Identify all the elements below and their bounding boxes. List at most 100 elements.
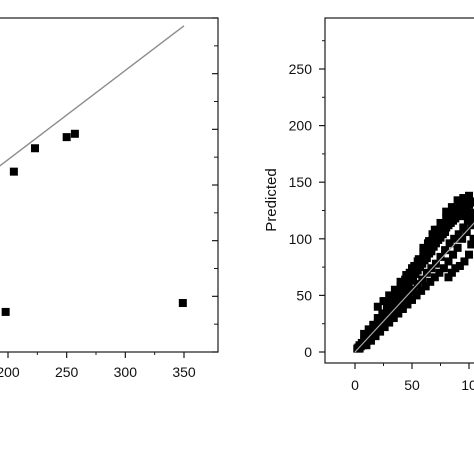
right-y-tick-label: 200	[289, 118, 313, 134]
right-data-point	[460, 257, 469, 266]
right-data-point	[368, 331, 377, 340]
right-data-point	[373, 314, 382, 323]
right-data-point	[467, 240, 474, 249]
left-x-tick-label: 250	[55, 364, 79, 380]
right-data-point	[396, 282, 405, 291]
right-data-point	[386, 310, 395, 319]
right-data-point	[425, 237, 434, 246]
right-data-point	[408, 295, 416, 304]
left-x-tick-label: 300	[114, 364, 138, 380]
right-data-point	[465, 191, 473, 200]
right-data-point	[441, 246, 450, 255]
right-plot-frame	[324, 17, 474, 364]
right-x-tick-label: 0	[351, 377, 359, 393]
right-y-tick-label: 150	[289, 174, 313, 190]
right-data-point	[373, 302, 382, 311]
right-data-point	[378, 309, 387, 318]
right-y-tick-label: 100	[289, 231, 313, 247]
right-data-point	[430, 225, 439, 234]
right-data-point	[462, 228, 471, 237]
right-data-point	[404, 291, 413, 300]
right-data-point	[459, 194, 468, 203]
right-data-point	[419, 243, 428, 252]
right-data-point	[401, 275, 410, 284]
right-data-point	[461, 212, 470, 221]
right-data-point	[442, 207, 451, 216]
left-data-point	[62, 133, 71, 142]
right-data-point	[355, 344, 364, 353]
right-y-tick-label: 0	[304, 344, 312, 360]
right-y-tick-label: 50	[296, 287, 312, 303]
right-data-point	[444, 273, 453, 282]
left-data-point	[70, 129, 79, 138]
right-data-point	[385, 291, 394, 300]
right-data-point	[369, 320, 378, 329]
right-data-point	[364, 325, 373, 334]
right-data-point	[454, 230, 463, 239]
right-y-axis-title: Predicted	[263, 168, 280, 231]
right-data-point	[360, 329, 369, 338]
left-data-point	[9, 167, 18, 176]
right-data-point	[436, 218, 445, 227]
left-data-point	[178, 299, 187, 308]
right-data-point	[396, 277, 405, 286]
right-data-point	[444, 257, 453, 266]
right-data-point	[458, 234, 467, 243]
right-data-point	[450, 234, 459, 243]
right-data-point	[422, 254, 431, 263]
right-data-point	[377, 320, 386, 329]
right-data-point	[441, 228, 450, 237]
right-scatter-panel: 0 50 100 150 200 250 0 50 10 Predicted	[263, 17, 474, 393]
right-data-point	[463, 216, 472, 225]
right-data-point	[459, 223, 468, 232]
right-data-point	[422, 268, 431, 277]
left-axis-ticks: 200 250 300 350	[0, 17, 218, 380]
right-data-point	[428, 230, 437, 239]
left-data-point	[1, 307, 10, 316]
right-axis-ticks: 0 50 100 150 200 250 0 50 10	[289, 40, 474, 393]
right-data-point	[363, 336, 372, 345]
right-data-point	[445, 239, 454, 248]
right-data-point	[403, 300, 412, 309]
right-y-tick-label: 250	[289, 61, 313, 77]
right-data-point	[455, 201, 464, 210]
right-data-point	[465, 196, 473, 205]
right-data-point	[466, 208, 474, 217]
right-fit-line	[354, 222, 474, 353]
right-data-point	[455, 261, 464, 270]
right-data-point	[402, 271, 411, 280]
right-x-tick-label: 50	[404, 377, 420, 393]
right-data-point	[387, 295, 396, 304]
right-data-point	[421, 282, 430, 291]
left-fit-line	[0, 25, 185, 167]
right-data-point	[453, 243, 462, 252]
right-data-point	[439, 264, 448, 273]
right-data-point	[430, 273, 439, 282]
right-data-point	[379, 297, 388, 306]
right-data-point	[436, 252, 445, 261]
right-data-point	[408, 264, 416, 273]
left-data-point	[30, 144, 39, 153]
right-data-point	[465, 250, 473, 259]
right-data-point	[447, 203, 456, 212]
right-data-point	[427, 264, 436, 273]
right-data-point	[451, 264, 460, 273]
right-data-point	[400, 295, 409, 304]
right-data-point	[442, 214, 451, 223]
right-data-point	[417, 286, 426, 295]
right-data-point	[419, 248, 428, 257]
right-data-point	[372, 326, 381, 335]
left-x-tick-label: 200	[0, 364, 20, 380]
left-scatter-panel: 200 250 300 350	[0, 17, 219, 380]
right-data-point	[435, 268, 444, 277]
right-data-point	[412, 291, 421, 300]
right-data-point	[447, 268, 456, 277]
right-data-point	[413, 257, 422, 266]
left-data-marks	[0, 25, 187, 316]
right-data-point	[449, 250, 458, 259]
right-data-point	[426, 277, 435, 286]
right-data-point	[394, 309, 403, 318]
right-data-point	[427, 247, 436, 256]
